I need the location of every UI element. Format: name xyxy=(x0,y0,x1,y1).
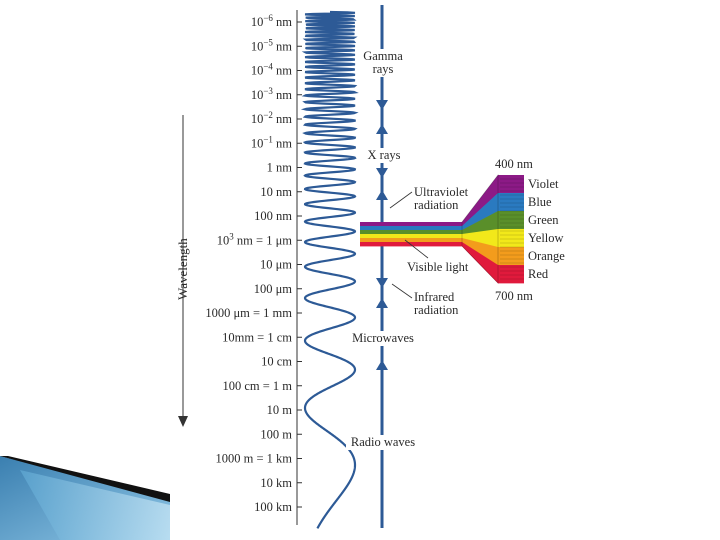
band-label: Infrared radiation xyxy=(414,290,459,317)
wavelength-tick-label: 10 cm xyxy=(261,355,292,369)
wavelength-tick-label: 1000 m = 1 km xyxy=(216,452,293,466)
wavelength-tick-label: 10 m xyxy=(267,403,293,417)
wavelength-tick-label: 10−6 nm xyxy=(251,13,292,29)
wavelength-tick-label: 10 nm xyxy=(260,185,292,199)
spectrum-band-yellow xyxy=(462,229,524,248)
spectrum-color-label: Violet xyxy=(528,177,559,191)
spectrum-color-label: Green xyxy=(528,213,559,227)
wavelength-tick-label: 10−3 nm xyxy=(251,86,292,102)
spectrum-band-green xyxy=(462,211,524,235)
spectrum-band-orange xyxy=(462,238,524,266)
beam-band-yellow xyxy=(360,234,462,239)
beam-band-green xyxy=(360,230,462,235)
wavelength-tick-label: 10 km xyxy=(260,476,292,490)
spectrum-top-label: 400 nm xyxy=(495,157,533,171)
wavelength-axis-title-group: Wavelength xyxy=(175,115,190,427)
wavelength-tick-label: 100 m xyxy=(260,427,292,441)
band-labels: Gamma rays X rays Ultraviolet radiation Visib… xyxy=(346,49,469,450)
visible-light-beam xyxy=(360,173,524,284)
beam-band-blue xyxy=(360,226,462,231)
wavelength-tick-label: 10−1 nm xyxy=(251,134,292,150)
spectrum-color-label: Yellow xyxy=(528,231,564,245)
spectrum-band-red xyxy=(462,242,524,284)
wavelength-tick-label: 1 nm xyxy=(267,161,293,175)
wavelength-tick-label: 103 nm = 1 μm xyxy=(217,231,292,247)
spectrum-color-label: Orange xyxy=(528,249,565,263)
beam-band-violet xyxy=(360,222,462,227)
band-label: Microwaves xyxy=(352,331,414,345)
spectrum-color-label: Blue xyxy=(528,195,552,209)
wavelength-ticks: 10−6 nm 10−5 nm 10−4 nm 10−3 nm 10−2 nm 10−1 … xyxy=(205,13,302,514)
band-label: Radio waves xyxy=(351,435,415,449)
wavelength-tick-label: 100 cm = 1 m xyxy=(222,379,292,393)
slide-corner-decoration xyxy=(0,456,170,540)
wave-path xyxy=(300,10,359,529)
wavelength-tick-label: 100 km xyxy=(254,500,292,514)
wavelength-tick-label: 10−5 nm xyxy=(251,37,292,53)
wavelength-tick-label: 100 nm xyxy=(254,209,292,223)
wavelength-axis-title: Wavelength xyxy=(175,238,190,300)
spectrum-color-label: Red xyxy=(528,267,549,281)
wavelength-tick-label: 10mm = 1 cm xyxy=(222,330,292,344)
wavelength-tick-label: 10−2 nm xyxy=(251,110,292,126)
band-label: Ultraviolet radiation xyxy=(414,185,469,212)
band-separator-arrows xyxy=(376,100,388,370)
spectrum-labels: 400 nm 700 nm Violet Blue Green Yellow Orange R… xyxy=(495,157,565,303)
beam-band-orange xyxy=(360,238,462,243)
wavelength-tick-label: 100 μm xyxy=(254,282,293,296)
wavelength-tick-label: 1000 μm = 1 mm xyxy=(205,306,292,320)
wavelength-tick-label: 10−4 nm xyxy=(251,62,292,78)
spectrum-bottom-label: 700 nm xyxy=(495,289,533,303)
spectrum-band-blue xyxy=(462,193,524,231)
band-label: Visible light xyxy=(407,260,469,274)
wavelength-tick-label: 10 μm xyxy=(260,258,292,272)
band-label: X rays xyxy=(368,148,401,162)
band-label: Gamma rays xyxy=(363,49,403,76)
spectrum-band-violet xyxy=(462,175,524,227)
